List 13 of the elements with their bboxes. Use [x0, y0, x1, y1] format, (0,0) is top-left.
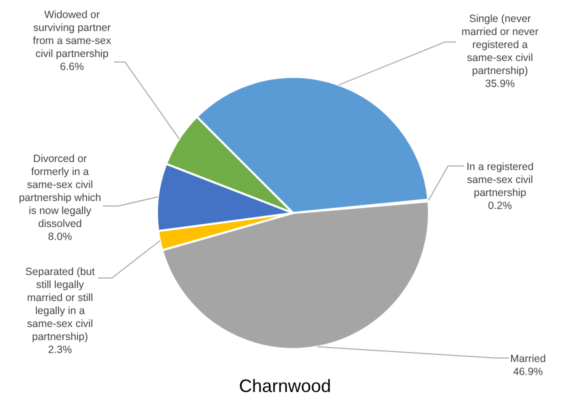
data-label: 0.2% — [488, 200, 512, 212]
data-label: 46.9% — [513, 366, 543, 378]
slice-label: In a registered same-sex civil partnership — [466, 161, 534, 199]
slice-label: Widowed or surviving partner from a same-sex civil partnership — [32, 9, 112, 60]
data-label: 8.0% — [48, 231, 72, 243]
slice-label: Divorced or formerly in a same-sex civil partnership which is now legally dissolved — [18, 153, 102, 230]
slice-label: Married — [510, 353, 546, 365]
data-label: 6.6% — [60, 61, 84, 73]
slice-label: Single (never married or never registered a same-sex civil partnership) — [461, 13, 540, 77]
data-label: 2.3% — [48, 344, 72, 356]
data-label: 35.9% — [485, 78, 515, 90]
slice-label: Separated (but still legally married or still legally in a same-sex civil partnership) — [25, 266, 95, 343]
text: Charnwood — [238, 376, 332, 396]
